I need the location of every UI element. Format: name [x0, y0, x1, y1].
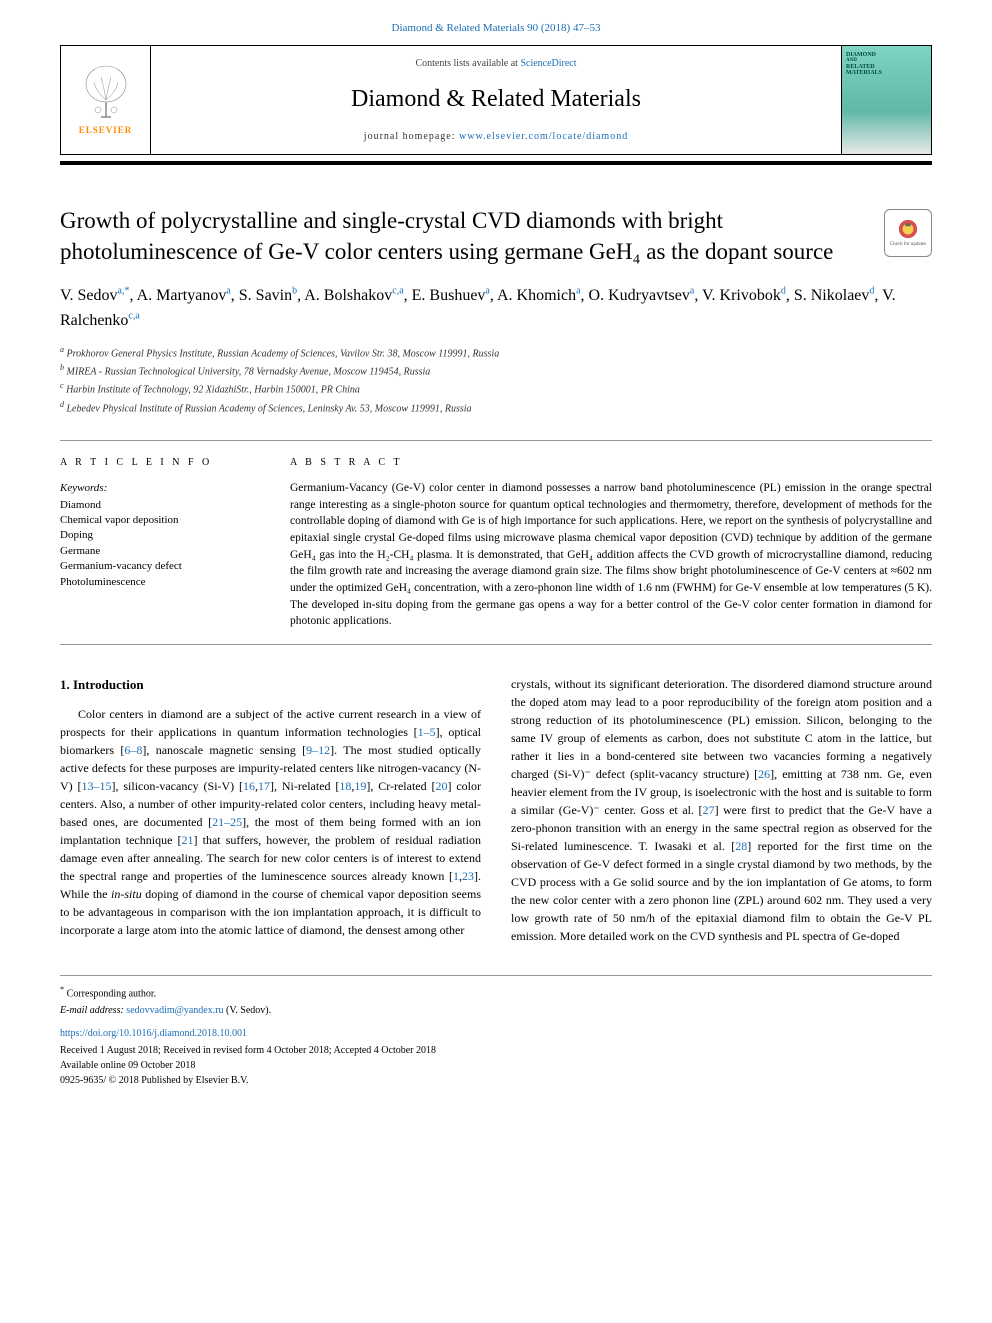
- affiliation-item: c Harbin Institute of Technology, 92 Xid…: [60, 380, 932, 397]
- keywords-list: DiamondChemical vapor depositionDopingGe…: [60, 498, 260, 590]
- keyword-item: Diamond: [60, 498, 260, 513]
- cover-title-line3: MATERIALS: [846, 70, 927, 77]
- crossmark-icon: [897, 218, 919, 240]
- keyword-item: Germanium-vacancy defect: [60, 559, 260, 574]
- keywords-label: Keywords:: [60, 480, 260, 497]
- article-title: Growth of polycrystalline and single-cry…: [60, 205, 932, 267]
- affiliation-item: b MIREA - Russian Technological Universi…: [60, 362, 932, 379]
- elsevier-wordmark: ELSEVIER: [79, 124, 133, 138]
- email-label: E-mail address:: [60, 1005, 126, 1016]
- homepage-link[interactable]: www.elsevier.com/locate/diamond: [459, 131, 628, 142]
- abstract-column: A B S T R A C T Germanium-Vacancy (Ge-V)…: [290, 455, 932, 630]
- body-paragraph-right: crystals, without its significant deteri…: [511, 675, 932, 945]
- corr-marker: *: [60, 985, 64, 994]
- email-line: E-mail address: sedovvadim@yandex.ru (V.…: [60, 1003, 932, 1018]
- journal-name: Diamond & Related Materials: [159, 81, 833, 117]
- corresponding-author-note: * Corresponding author.: [60, 984, 932, 1001]
- check-for-updates-button[interactable]: Check for updates: [884, 209, 932, 257]
- article-title-text: Growth of polycrystalline and single-cry…: [60, 208, 833, 264]
- contents-prefix: Contents lists available at: [415, 58, 520, 69]
- available-online: Available online 09 October 2018: [60, 1058, 932, 1073]
- body-paragraph-left: Color centers in diamond are a subject o…: [60, 705, 481, 939]
- journal-cover-thumbnail[interactable]: DIAMOND AND RELATED MATERIALS: [841, 46, 931, 154]
- affiliations-list: a Prokhorov General Physics Institute, R…: [60, 344, 932, 416]
- keyword-item: Germane: [60, 544, 260, 559]
- article-info-label: A R T I C L E I N F O: [60, 455, 260, 470]
- article-info-column: A R T I C L E I N F O Keywords: DiamondC…: [60, 455, 260, 630]
- body-column-left: 1. Introduction Color centers in diamond…: [60, 675, 481, 945]
- body-two-column: 1. Introduction Color centers in diamond…: [60, 675, 932, 945]
- check-updates-label: Check for updates: [890, 242, 926, 247]
- cover-title-line2: RELATED: [846, 64, 927, 71]
- keyword-item: Photoluminescence: [60, 575, 260, 590]
- authors-list: V. Sedova,*, A. Martyanova, S. Savinb, A…: [60, 283, 932, 334]
- homepage-prefix: journal homepage:: [364, 131, 459, 142]
- corr-text: Corresponding author.: [67, 988, 156, 999]
- copyright-line: 0925-9635/ © 2018 Published by Elsevier …: [60, 1073, 932, 1088]
- footer-block: * Corresponding author. E-mail address: …: [60, 975, 932, 1088]
- body-column-right: crystals, without its significant deteri…: [511, 675, 932, 945]
- keyword-item: Doping: [60, 528, 260, 543]
- received-dates: Received 1 August 2018; Received in revi…: [60, 1043, 932, 1058]
- keyword-item: Chemical vapor deposition: [60, 513, 260, 528]
- corresponding-email-link[interactable]: sedovvadim@yandex.ru: [126, 1005, 223, 1016]
- contents-lists-line: Contents lists available at ScienceDirec…: [159, 56, 833, 71]
- journal-header-box: ELSEVIER Contents lists available at Sci…: [60, 45, 932, 155]
- journal-citation-link[interactable]: Diamond & Related Materials 90 (2018) 47…: [60, 20, 932, 37]
- email-suffix: (V. Sedov).: [224, 1005, 272, 1016]
- affiliation-item: d Lebedev Physical Institute of Russian …: [60, 399, 932, 416]
- sciencedirect-link[interactable]: ScienceDirect: [520, 58, 576, 69]
- journal-homepage-line: journal homepage: www.elsevier.com/locat…: [159, 129, 833, 144]
- abstract-text: Germanium-Vacancy (Ge-V) color center in…: [290, 480, 932, 630]
- elsevier-tree-icon: [76, 62, 136, 122]
- info-abstract-row: A R T I C L E I N F O Keywords: DiamondC…: [60, 440, 932, 645]
- section-heading-1: 1. Introduction: [60, 675, 481, 695]
- abstract-label: A B S T R A C T: [290, 455, 932, 470]
- elsevier-logo[interactable]: ELSEVIER: [61, 46, 151, 154]
- cover-title-line1: DIAMOND: [846, 52, 927, 59]
- doi-link[interactable]: https://doi.org/10.1016/j.diamond.2018.1…: [60, 1026, 932, 1041]
- header-bottom-bar: [60, 161, 932, 165]
- header-center: Contents lists available at ScienceDirec…: [151, 46, 841, 154]
- affiliation-item: a Prokhorov General Physics Institute, R…: [60, 344, 932, 361]
